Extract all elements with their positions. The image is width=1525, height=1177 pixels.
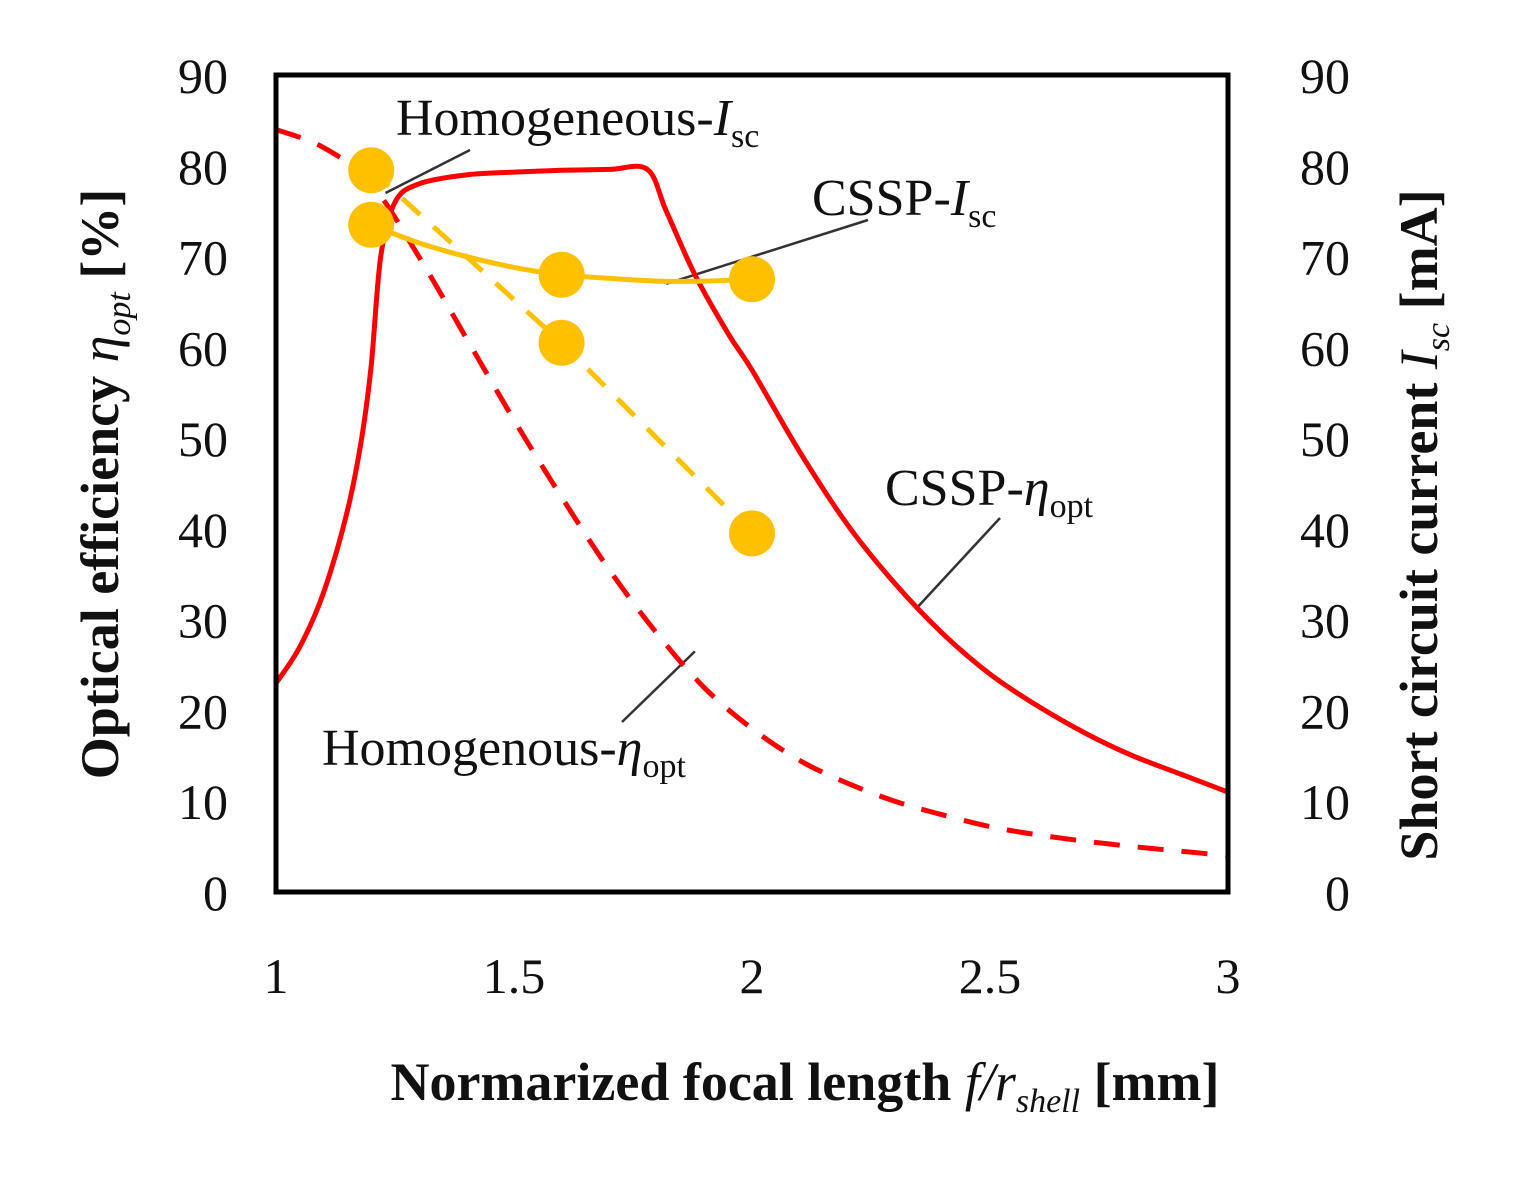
y-left-tick-label: 60 [178,320,228,376]
x-tick-label: 1 [264,948,289,1004]
y-left-tick-label: 80 [178,139,228,195]
y-right-tick-label: 30 [1300,593,1350,649]
x-tick-label: 1.5 [483,948,546,1004]
series-3-point [729,256,775,303]
series-3-point [538,251,585,298]
annotation-homogeneous-isc: Homogeneous-Isc [396,90,759,155]
annotation-leader-line [384,148,471,195]
y-left-tick-label: 30 [178,593,228,649]
x-tick-labels: 1 1.5 2 2.5 3 [264,948,1241,1004]
x-tick-label: 2 [740,948,765,1004]
series-1-line [275,127,1229,859]
y-left-tick-label: 70 [178,230,228,286]
left-tick-labels: 0 10 20 30 40 50 60 70 80 90 [178,48,228,921]
series-2-point [729,510,775,557]
plot-frame [273,72,1231,895]
y-left-tick-label: 40 [178,502,228,558]
annotation-leader-line [917,517,1001,607]
series-3-point [348,201,395,248]
y-right-tick-label: 90 [1300,48,1350,104]
y-left-tick-label: 10 [178,774,228,830]
y-axis-left-title: Optical efficiency ηopt [%] [70,189,138,780]
y-right-tick-label: 70 [1300,230,1350,286]
annotation-cssp-eta: CSSP-ηopt [885,460,1094,525]
y-right-tick-label: 60 [1300,320,1350,376]
y-right-tick-label: 0 [1325,865,1350,921]
annotation-leader-line [621,650,696,723]
y-left-tick-label: 90 [178,48,228,104]
x-tick-label: 2.5 [959,948,1022,1004]
right-tick-labels: 0 10 20 30 40 50 60 70 80 90 [1300,48,1350,921]
plot-layer [273,127,1229,859]
annotation-homogenous-eta: Homogenous-ηopt [322,720,686,785]
y-right-tick-label: 20 [1300,683,1350,739]
y-right-tick-label: 50 [1300,411,1350,467]
y-left-tick-label: 20 [178,683,228,739]
annotation-cssp-isc: CSSP-Isc [812,170,996,235]
y-left-tick-label: 0 [203,865,228,921]
annotation-leader-line [665,218,869,285]
y-right-tick-label: 10 [1300,774,1350,830]
series-0-line [273,163,1229,795]
series-2-point [538,319,585,366]
x-axis-title: Normarized focal length f/rshell [mm] [390,1052,1219,1120]
y-left-tick-label: 50 [178,411,228,467]
series-2-point [348,147,395,194]
x-tick-label: 3 [1216,948,1241,1004]
y-right-tick-label: 80 [1300,139,1350,195]
y-axis-right-title: Short circuit current Isc [mA] [1389,189,1457,860]
y-right-tick-label: 40 [1300,502,1350,558]
